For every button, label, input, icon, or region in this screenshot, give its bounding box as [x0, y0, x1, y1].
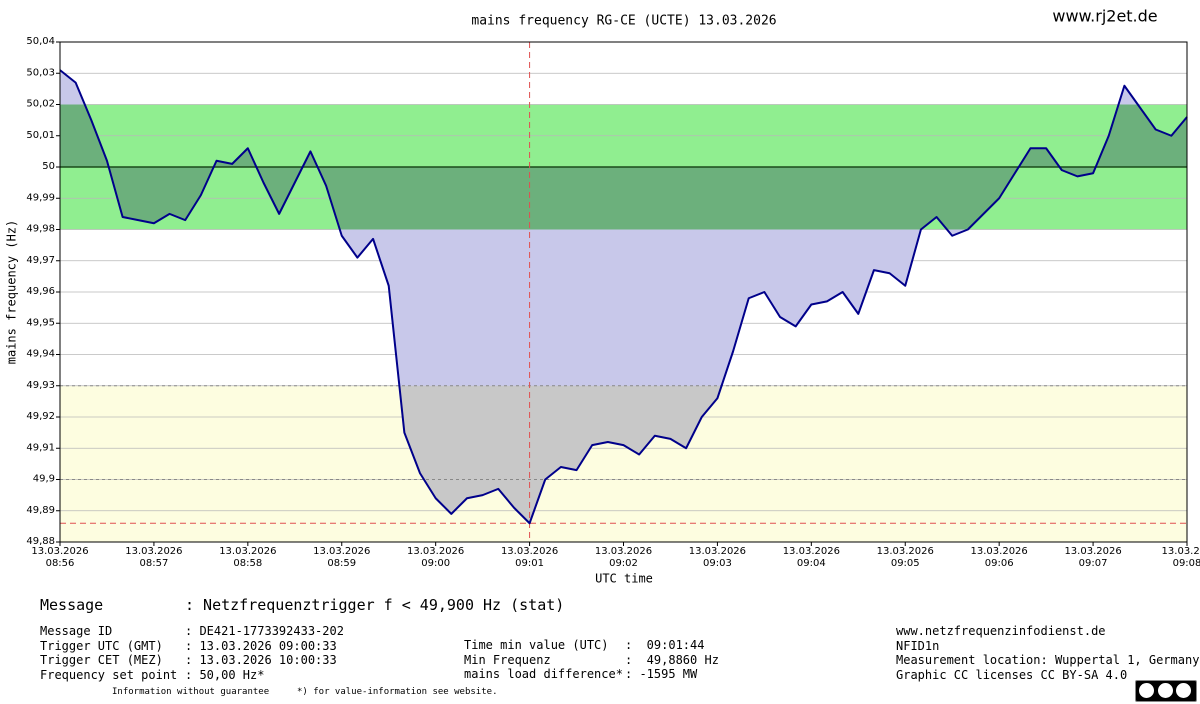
y-tick-label: 49,99 [26, 192, 55, 203]
message-label: Message [40, 596, 104, 614]
detail-value: : 13.03.2026 09:00:33 [185, 638, 337, 653]
cc-icon [1139, 683, 1154, 698]
y-tick-label: 49,91 [26, 442, 55, 453]
min-info-label: mains load difference* [464, 667, 623, 681]
y-tick-label: 49,96 [26, 286, 55, 297]
x-tick-label: 13.03.2026 08:58 [219, 546, 277, 569]
sa-icon [1176, 683, 1191, 698]
detail-label: Message ID [40, 624, 113, 638]
plot-frame [59, 41, 1188, 543]
y-axis-label: mains frequency (Hz) [5, 220, 19, 365]
y-tick-label: 50,01 [26, 130, 55, 141]
y-tick-label: 49,97 [26, 255, 55, 266]
x-axis-label: UTC time [595, 572, 653, 586]
x-tick-label: 13.03.2026 09:06 [970, 546, 1028, 569]
min-info-value: : -1595 MW [625, 667, 698, 681]
watermark: www.rj2et.de [1052, 7, 1157, 26]
detail-label: Trigger CET (MEZ) [40, 653, 163, 667]
x-tick-label: 13.03.2026 09:01 [500, 546, 559, 569]
x-tick-label: 13.03.2026 09:02 [594, 546, 653, 569]
x-tick-label: 13.03.2026 09:07 [1064, 546, 1122, 569]
detail-value: : 50,00 Hz* [185, 667, 265, 682]
y-tick-label: 49,92 [26, 411, 55, 422]
x-tick-label: 13.03.2026 09:05 [876, 546, 934, 569]
x-tick-label: 13.03.2026 08:59 [313, 546, 371, 569]
y-tick-label: 49,89 [26, 505, 55, 516]
y-tick-label: 50,04 [26, 36, 55, 47]
site-info: www.netzfrequenzinfodienst.de [896, 624, 1106, 638]
site-info: Measurement location: Wuppertal 1, Germa… [896, 653, 1200, 667]
chart-title: mains frequency RG-CE (UCTE) 13.03.2026 [471, 14, 776, 29]
y-tick-label: 49,98 [26, 224, 55, 235]
cc-badge [1135, 680, 1197, 702]
y-tick-label: 49,9 [33, 474, 55, 485]
chart: mains frequency RG-CE (UCTE) 13.03.2026 … [5, 7, 1188, 586]
x-tick-label: 13.03.2026 09:00 [407, 546, 465, 569]
site-info: NFID1n [896, 638, 940, 653]
y-tick-label: 49,94 [26, 349, 55, 360]
message-text: : Netzfrequenztrigger f < 49,900 Hz (sta… [185, 596, 565, 614]
min-info-value: : 09:01:44 [625, 638, 705, 652]
y-tick-label: 49,88 [26, 536, 55, 547]
min-info-label: Time min value (UTC) [464, 638, 609, 652]
x-tick-label: 13.03.2026 09:04 [782, 546, 840, 569]
y-tick-label: 49,95 [26, 317, 55, 328]
y-tick-label: 50 [42, 161, 55, 172]
detail-value: : 13.03.2026 10:00:33 [185, 653, 337, 667]
detail-label: Trigger UTC (GMT) [40, 638, 163, 653]
site-info: Graphic CC licenses CC BY-SA 4.0 [896, 667, 1128, 682]
x-tick-label: 13.03.2026 09:03 [688, 546, 747, 569]
x-tick-label: 13.03.2026 08:56 [31, 546, 89, 569]
detail-label: Frequency set point [40, 667, 178, 682]
y-tick-label: 50,02 [26, 99, 55, 110]
y-tick-label: 50,03 [26, 67, 55, 78]
min-info-label: Min Frequenz [464, 652, 551, 667]
x-tick-label: 13.03.2026 08:57 [125, 546, 183, 569]
footer-note: Information without guarantee [112, 687, 270, 697]
min-info-value: : 49,8860 Hz [625, 652, 719, 667]
by-icon [1158, 683, 1173, 698]
detail-value: : DE421-1773392433-202 [185, 624, 344, 638]
line [59, 69, 1188, 525]
y-tick-label: 49,93 [26, 380, 55, 391]
footer-note: *) for value-information see website. [297, 687, 498, 697]
x-tick-label: 13.03.202 09:08 [1161, 546, 1200, 569]
